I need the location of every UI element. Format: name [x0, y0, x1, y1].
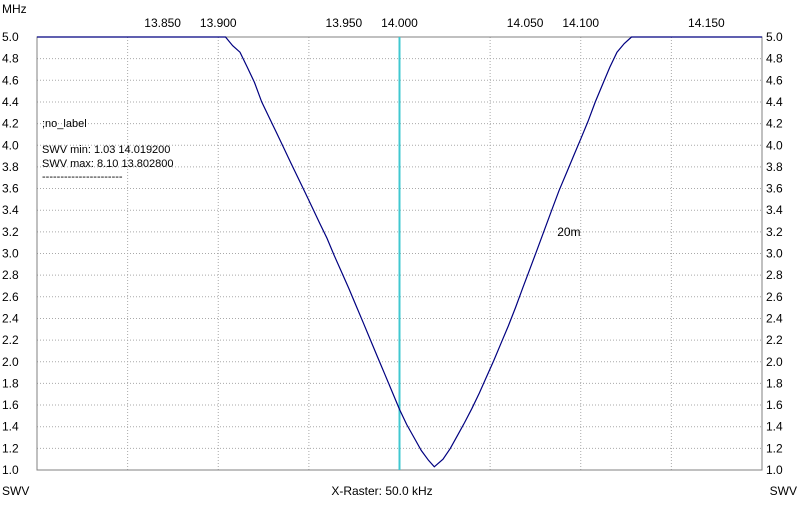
y-left-tick-label: 1.6	[2, 398, 19, 412]
y-left-tick-label: 4.8	[2, 52, 19, 66]
y-left-axis-label: SWV	[2, 484, 29, 498]
y-right-tick-label: 3.6	[766, 182, 783, 196]
y-left-tick-label: 5.0	[2, 30, 19, 44]
y-left-tick-label: 3.6	[2, 182, 19, 196]
x-tick-label: 14.150	[688, 16, 725, 30]
y-right-tick-label: 1.6	[766, 398, 783, 412]
y-right-tick-label: 2.8	[766, 268, 783, 282]
x-tick-label: 13.900	[200, 16, 237, 30]
x-tick-label: 14.100	[562, 16, 599, 30]
y-left-tick-label: 3.8	[2, 160, 19, 174]
y-right-tick-label: 4.6	[766, 73, 783, 87]
y-right-tick-label: 1.8	[766, 376, 783, 390]
y-left-tick-label: 1.4	[2, 420, 19, 434]
swv-min-text: SWV min: 1.03 14.019200	[42, 144, 170, 156]
y-left-tick-label: 3.4	[2, 203, 19, 217]
y-right-tick-label: 5.0	[766, 30, 783, 44]
y-left-tick-label: 4.2	[2, 117, 19, 131]
x-unit-label: MHz	[2, 2, 27, 16]
y-left-tick-label: 1.0	[2, 463, 19, 477]
y-left-tick-label: 4.6	[2, 73, 19, 87]
x-tick-label: 14.000	[381, 16, 418, 30]
y-left-tick-label: 2.0	[2, 355, 19, 369]
y-left-tick-label: 2.8	[2, 268, 19, 282]
info-annotations: ;no_label SWV min: 1.03 14.019200 SWV ma…	[42, 118, 173, 183]
grid	[37, 36, 762, 471]
x-tick-label: 13.950	[326, 16, 363, 30]
y-right-tick-label: 2.0	[766, 355, 783, 369]
y-right-tick-label: 1.0	[766, 463, 783, 477]
y-left-tick-label: 3.2	[2, 225, 19, 239]
y-left-tick-label: 2.6	[2, 290, 19, 304]
y-left-tick-label: 1.8	[2, 376, 19, 390]
y-right-tick-label: 1.2	[766, 441, 783, 455]
y-right-tick-label: 3.0	[766, 247, 783, 261]
marker-label: 20m	[557, 225, 580, 239]
y-right-tick-label: 2.4	[766, 311, 783, 325]
x-tick-label: 13.850	[144, 16, 181, 30]
y-left-tick-label: 4.0	[2, 138, 19, 152]
y-right-tick-label: 4.2	[766, 117, 783, 131]
y-right-tick-labels: 1.0 1.2 1.4 1.6 1.8 2.0 2.2 2.4 2.6 2.8 3.0 3.2 3.4 3…	[766, 30, 783, 477]
y-right-tick-label: 4.8	[766, 52, 783, 66]
x-tick-label: 14.050	[507, 16, 544, 30]
y-right-tick-label: 3.8	[766, 160, 783, 174]
y-right-tick-label: 1.4	[766, 420, 783, 434]
y-left-tick-label: 1.2	[2, 441, 19, 455]
swr-curve	[37, 36, 762, 468]
separator-text: ----------------------	[42, 171, 123, 183]
y-left-tick-label: 3.0	[2, 247, 19, 261]
y-left-tick-label: 4.4	[2, 95, 19, 109]
y-left-tick-labels: 1.0 1.2 1.4 1.6 1.8 2.0 2.2 2.4 2.6 2.8 3.0 3.2 3.4 3…	[2, 30, 19, 477]
x-tick-labels: 13.850 13.900 13.950 14.000 14.050 14.100 14.1…	[144, 16, 725, 30]
no-label-text: ;no_label	[42, 118, 87, 130]
y-right-tick-label: 4.0	[766, 138, 783, 152]
y-right-tick-label: 2.2	[766, 333, 783, 347]
y-right-tick-label: 4.4	[766, 95, 783, 109]
frequency-marker: 20m	[398, 37, 581, 470]
y-right-tick-label: 3.4	[766, 203, 783, 217]
swv-max-text: SWV max: 8.10 13.802800	[42, 158, 173, 170]
y-right-tick-label: 2.6	[766, 290, 783, 304]
y-right-axis-label: SWV	[770, 484, 797, 498]
y-left-tick-label: 2.4	[2, 311, 19, 325]
x-raster-label: X-Raster: 50.0 kHz	[331, 484, 432, 498]
y-right-tick-label: 3.2	[766, 225, 783, 239]
y-left-tick-label: 2.2	[2, 333, 19, 347]
